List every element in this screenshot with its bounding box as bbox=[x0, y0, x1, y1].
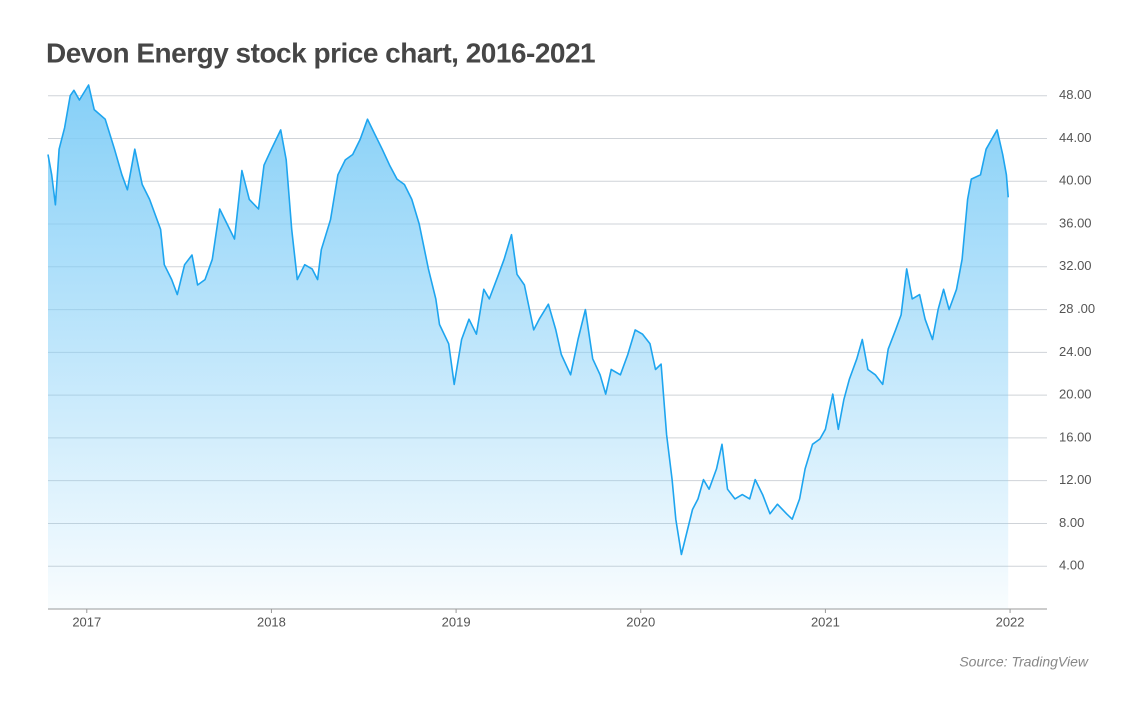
y-tick-label: 40.00 bbox=[1059, 173, 1092, 188]
y-tick-label: 20.00 bbox=[1059, 387, 1092, 402]
y-tick-label: 24.00 bbox=[1059, 344, 1092, 359]
x-tick-label: 2021 bbox=[811, 614, 840, 629]
area bbox=[48, 85, 1009, 609]
x-tick-label: 2018 bbox=[257, 614, 286, 629]
chart-title: Devon Energy stock price chart, 2016-202… bbox=[46, 37, 595, 68]
y-tick-label: 12.00 bbox=[1059, 472, 1092, 487]
y-tick-label: 4.00 bbox=[1059, 558, 1084, 573]
x-tick-label: 2019 bbox=[442, 614, 471, 629]
y-tick-label: 16.00 bbox=[1059, 429, 1092, 444]
x-tick-label: 2017 bbox=[72, 614, 101, 629]
price-line bbox=[47, 84, 1009, 556]
y-tick-label: 44.00 bbox=[1059, 130, 1092, 145]
x-tick-label: 2020 bbox=[626, 614, 655, 629]
y-tick-label: 48.00 bbox=[1059, 87, 1092, 102]
y-tick-label: 8.00 bbox=[1059, 515, 1084, 530]
source: Source: TradingView bbox=[959, 654, 1089, 670]
y-tick-label: 36.00 bbox=[1059, 215, 1092, 230]
y-tick-label: 28 .00 bbox=[1059, 301, 1095, 316]
x-tick-label: 2022 bbox=[996, 614, 1025, 629]
y-tick-label: 32.00 bbox=[1059, 258, 1092, 273]
